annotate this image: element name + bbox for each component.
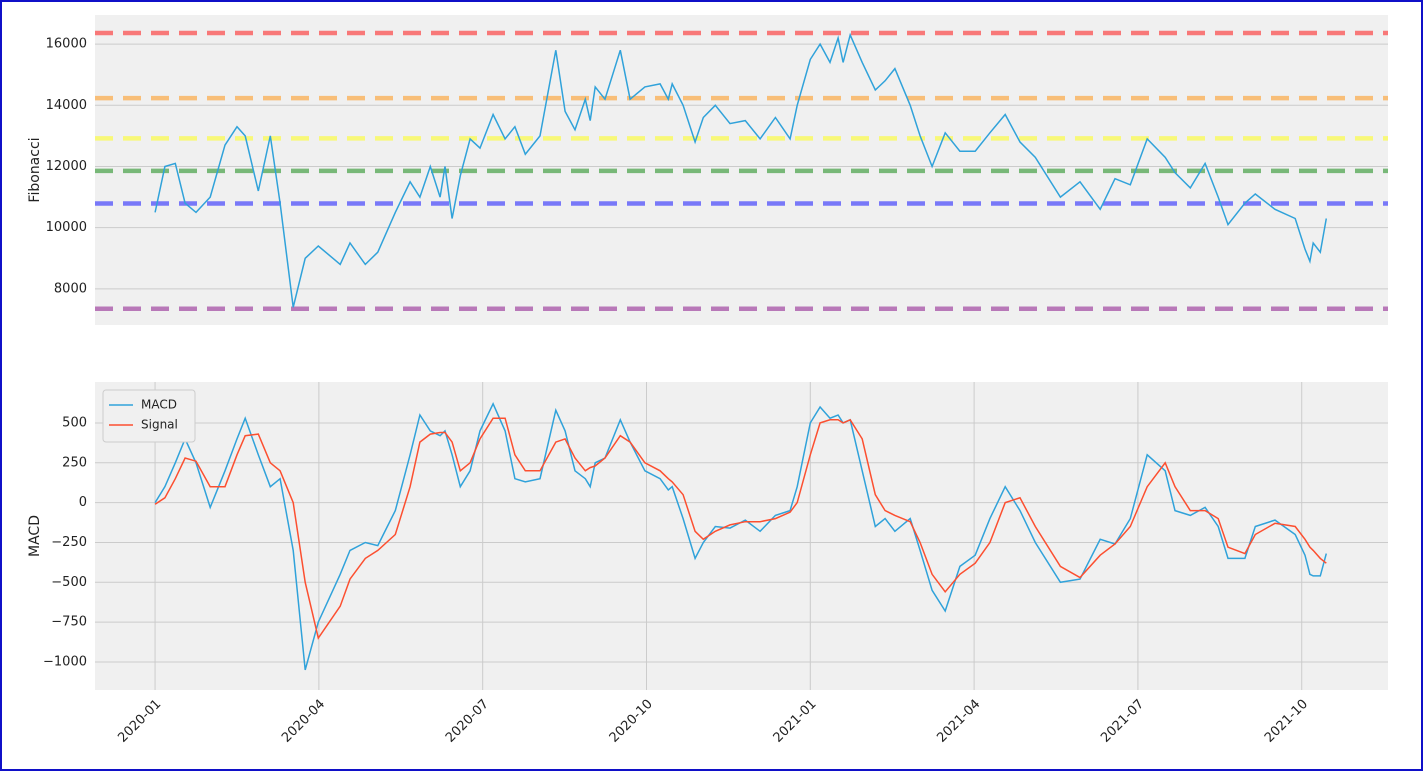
x-tick-label: 2021-10 bbox=[1262, 697, 1311, 746]
x-tick-label: 2021-01 bbox=[771, 697, 820, 746]
data-line bbox=[154, 417, 1327, 640]
y-tick-label: 0 bbox=[79, 495, 87, 510]
y-axis-label: MACD bbox=[27, 515, 43, 557]
legend-label: Signal bbox=[141, 418, 178, 432]
y-tick-label: 500 bbox=[62, 415, 87, 430]
y-tick-label: −500 bbox=[51, 575, 87, 590]
data-line bbox=[154, 402, 1328, 671]
y-tick-label: −1000 bbox=[43, 654, 87, 669]
x-tick-label: 2020-04 bbox=[279, 697, 328, 746]
y-tick-label: −250 bbox=[51, 535, 87, 550]
y-tick-label: 12000 bbox=[46, 159, 87, 174]
data-line bbox=[154, 32, 1328, 308]
legend-box bbox=[102, 389, 196, 443]
y-tick-label: 16000 bbox=[46, 37, 87, 52]
legend-label: MACD bbox=[141, 398, 177, 412]
plot-background bbox=[95, 382, 1388, 690]
y-tick-label: −750 bbox=[51, 615, 87, 630]
y-tick-label: 250 bbox=[62, 455, 87, 470]
x-tick-label: 2020-10 bbox=[607, 697, 656, 746]
y-axis-label: Fibonacci bbox=[27, 137, 43, 202]
x-tick-label: 2020-07 bbox=[443, 697, 492, 746]
y-tick-label: 8000 bbox=[54, 281, 87, 296]
x-tick-label: 2020-01 bbox=[115, 697, 164, 746]
y-tick-label: 14000 bbox=[46, 98, 87, 113]
y-tick-label: 10000 bbox=[46, 220, 87, 235]
x-tick-label: 2021-04 bbox=[934, 697, 983, 746]
x-tick-label: 2021-07 bbox=[1098, 697, 1147, 746]
